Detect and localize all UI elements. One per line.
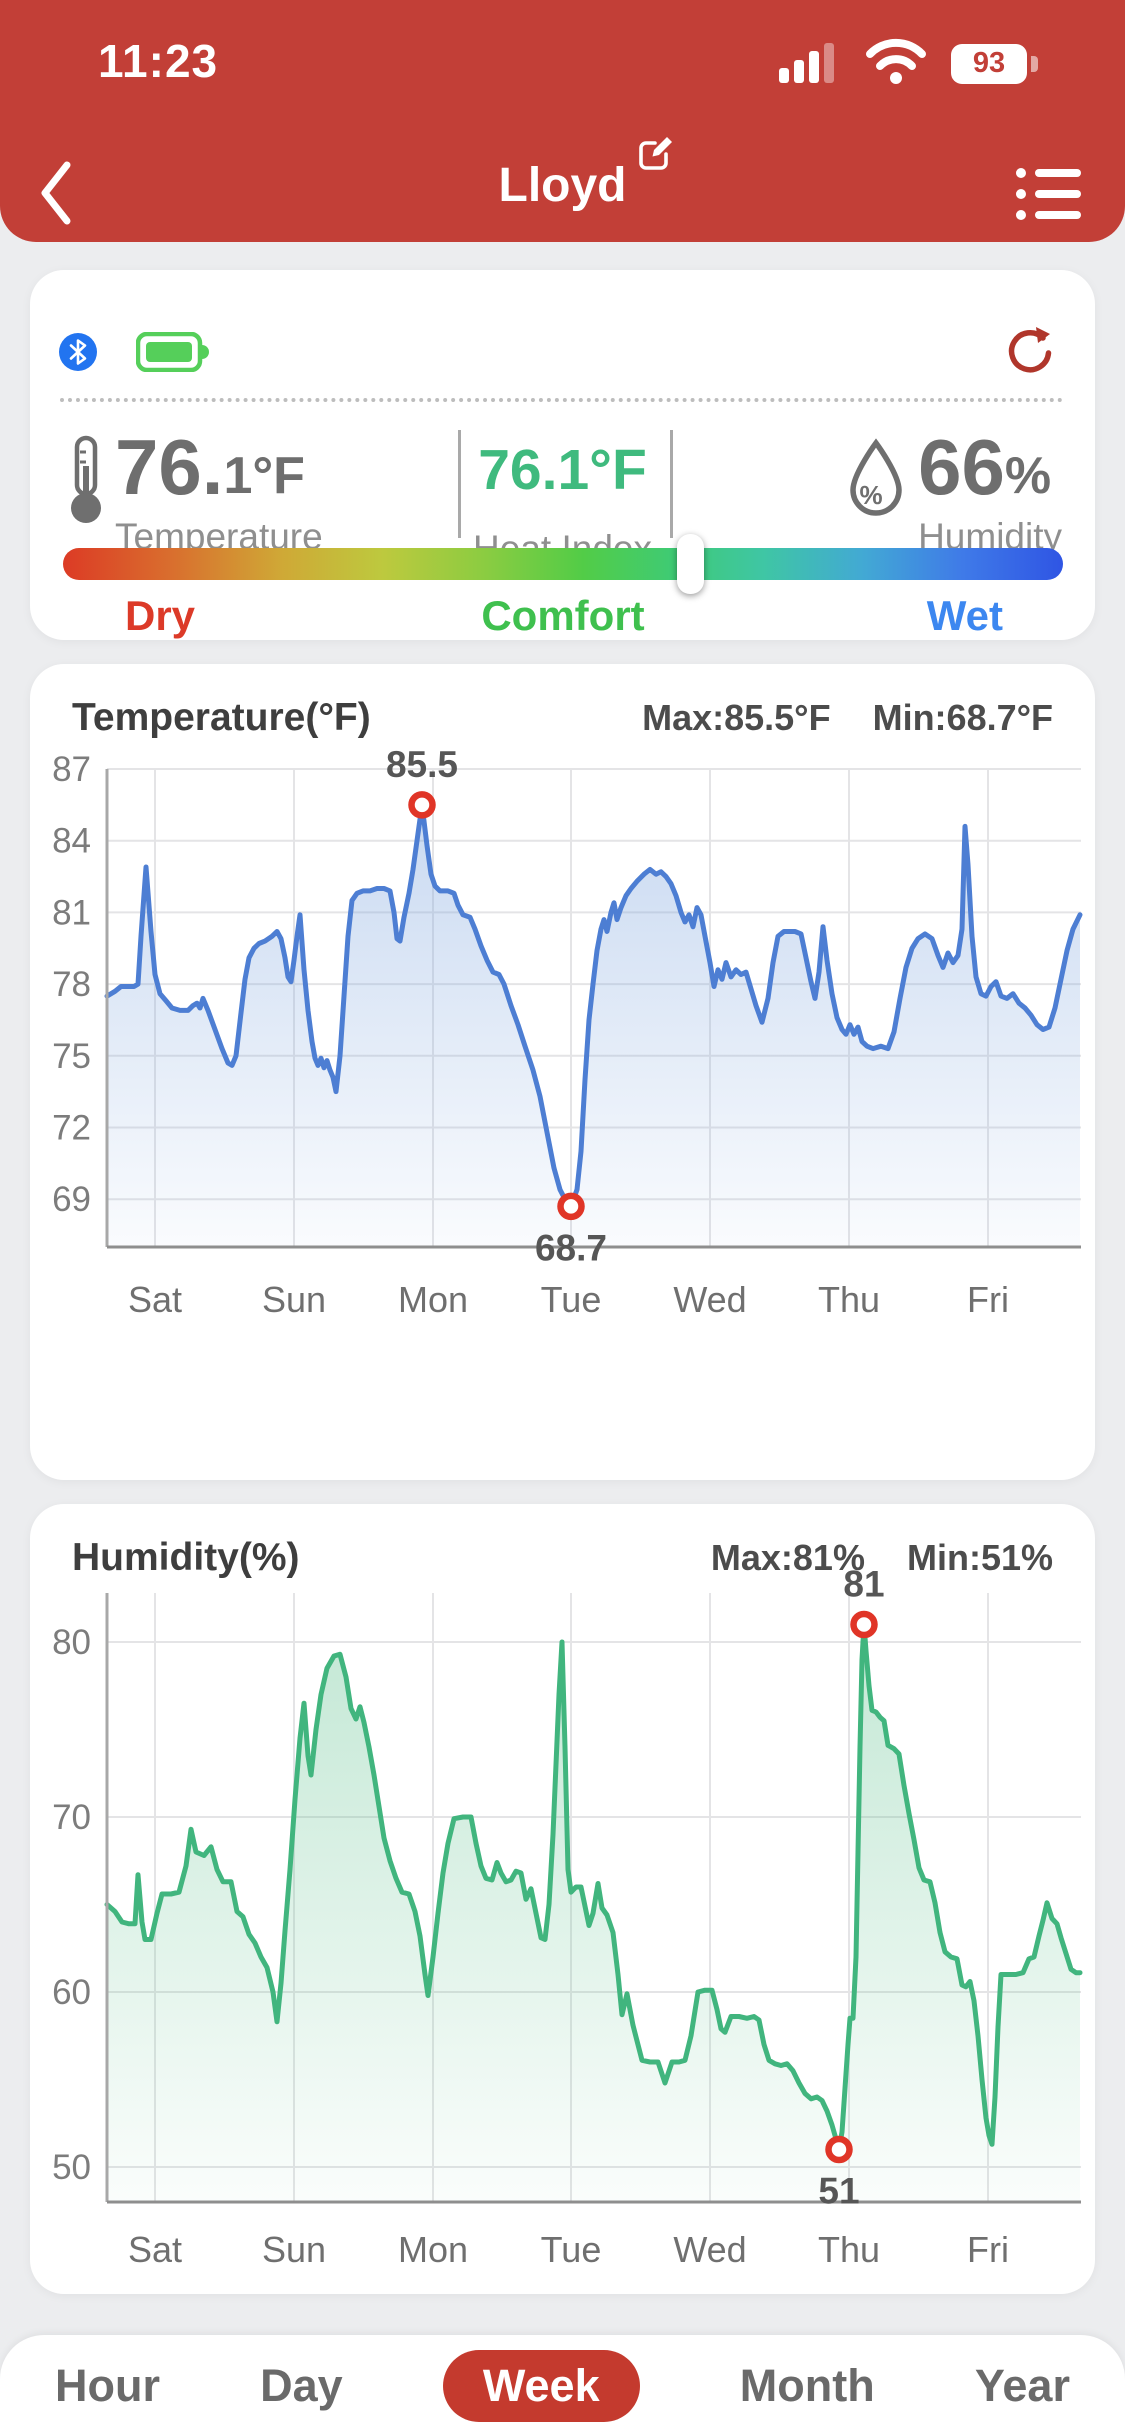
comfort-label: Comfort: [481, 592, 645, 639]
status-icons: 93: [779, 38, 1038, 89]
slider-thumb[interactable]: [676, 534, 704, 594]
temperature-unit: 1°F: [223, 447, 305, 505]
svg-text:60: 60: [52, 1973, 91, 2012]
temperature-chart-header: Temperature(°F) Max:85.5°F Min:68.7°F: [72, 696, 1053, 740]
humidity-chart-title: Humidity(%): [72, 1536, 300, 1579]
tab-hour[interactable]: Hour: [55, 2359, 160, 2411]
svg-text:Tue: Tue: [541, 2229, 602, 2270]
svg-text:Sat: Sat: [128, 1279, 182, 1320]
temperature-chart-card: 87 84 81 78 75 72 69 Sat Sun Mon Tue Wed Thu Fri 85.5 6…: [30, 664, 1095, 1480]
svg-text:75: 75: [52, 1037, 91, 1076]
temperature-value: 76.: [115, 423, 224, 511]
time-range-tab-bar: Hour Day Week Month Year: [0, 2335, 1125, 2436]
svg-text:Sun: Sun: [262, 1279, 326, 1320]
dry-label: Dry: [125, 592, 196, 639]
battery-percent: 93: [972, 47, 1006, 79]
svg-text:69: 69: [52, 1180, 91, 1219]
svg-text:81: 81: [843, 1564, 884, 1605]
device-card-toprow: [58, 326, 1055, 378]
svg-text:68.7: 68.7: [535, 1227, 607, 1268]
tab-month[interactable]: Month: [739, 2359, 875, 2411]
refresh-icon[interactable]: [1005, 325, 1055, 384]
svg-text:Fri: Fri: [967, 2229, 1009, 2270]
tab-day[interactable]: Day: [260, 2359, 343, 2411]
battery-nub: [1031, 55, 1038, 72]
dotted-divider: [60, 398, 1063, 402]
svg-text:72: 72: [52, 1109, 91, 1148]
humidity-unit: %: [1004, 447, 1052, 505]
data-list-icon[interactable]: [1015, 164, 1083, 229]
humidity-chart: 80 70 60 50 Sat Sun Mon Tue Wed Thu Fri 81 51: [52, 1564, 1083, 2270]
svg-text:78: 78: [52, 965, 91, 1004]
back-button[interactable]: [38, 160, 74, 231]
svg-text:Sun: Sun: [262, 2229, 326, 2270]
svg-text:51: 51: [818, 2171, 859, 2212]
status-time: 11:23: [98, 35, 219, 87]
humidity-max-label: Max:81%: [710, 1537, 865, 1578]
wifi-icon: [865, 38, 927, 89]
heat-index-value: 76.1°F: [478, 438, 647, 502]
comfort-slider-labels: Dry Comfort Wet: [63, 592, 1063, 639]
svg-text:Wed: Wed: [673, 2229, 746, 2270]
device-title-wrap: Lloyd: [498, 137, 672, 213]
app-header: 11:23: [0, 0, 1125, 242]
humidity-reading: % 66 % Humidity: [844, 428, 1062, 558]
svg-text:50: 50: [52, 2148, 91, 2187]
svg-text:Wed: Wed: [673, 1279, 746, 1320]
comfort-gradient-slider: [63, 548, 1063, 580]
humidity-chart-header: Humidity(%) Max:81% Min:51%: [72, 1536, 1053, 1580]
status-bar: 11:23: [0, 28, 1125, 92]
svg-text:Thu: Thu: [818, 1279, 880, 1320]
svg-text:Tue: Tue: [541, 1279, 602, 1320]
svg-text:84: 84: [52, 822, 91, 861]
edit-name-icon[interactable]: [635, 134, 675, 179]
svg-text:85.5: 85.5: [386, 744, 458, 785]
svg-text:Fri: Fri: [967, 1279, 1009, 1320]
tab-week[interactable]: Week: [442, 2349, 640, 2422]
svg-text:Mon: Mon: [398, 1279, 468, 1320]
svg-text:87: 87: [52, 750, 91, 789]
humidity-min-label: Min:51%: [906, 1537, 1053, 1578]
page-title: Lloyd: [498, 159, 627, 212]
battery-status-icon: 93: [951, 43, 1038, 84]
svg-text:%: %: [860, 480, 883, 510]
svg-text:Thu: Thu: [818, 2229, 880, 2270]
temperature-min-label: Min:68.7°F: [872, 697, 1053, 738]
temperature-chart: 87 84 81 78 75 72 69 Sat Sun Mon Tue Wed Thu Fri 85.5 6…: [52, 744, 1083, 1320]
time-range-tabs: Hour Day Week Month Year: [0, 2335, 1125, 2436]
tab-year[interactable]: Year: [974, 2359, 1070, 2411]
device-battery-icon: [135, 331, 210, 377]
thermometer-icon: [63, 434, 109, 535]
bluetooth-icon: [58, 332, 98, 377]
device-status-card: 76. 1°F Temperature 76.1°F Heat Index: [30, 270, 1095, 640]
humidity-drop-icon: %: [844, 438, 908, 529]
stat-separator: [670, 430, 673, 538]
svg-text:Mon: Mon: [398, 2229, 468, 2270]
wet-label: Wet: [926, 592, 1003, 639]
temperature-max-label: Max:85.5°F: [642, 697, 831, 738]
humidity-chart-card: 80 70 60 50 Sat Sun Mon Tue Wed Thu Fri 81 51 Humidi…: [30, 1504, 1095, 2294]
stat-separator: [458, 430, 461, 538]
cellular-signal-icon: [779, 39, 841, 88]
temperature-chart-title: Temperature(°F): [72, 696, 371, 739]
svg-text:Sat: Sat: [128, 2229, 182, 2270]
svg-text:70: 70: [52, 1798, 91, 1837]
svg-text:80: 80: [52, 1623, 91, 1662]
svg-text:81: 81: [52, 893, 91, 932]
humidity-value: 66: [918, 423, 1005, 511]
temperature-reading: 76. 1°F Temperature: [63, 428, 323, 558]
nav-bar: Lloyd: [0, 137, 1125, 242]
